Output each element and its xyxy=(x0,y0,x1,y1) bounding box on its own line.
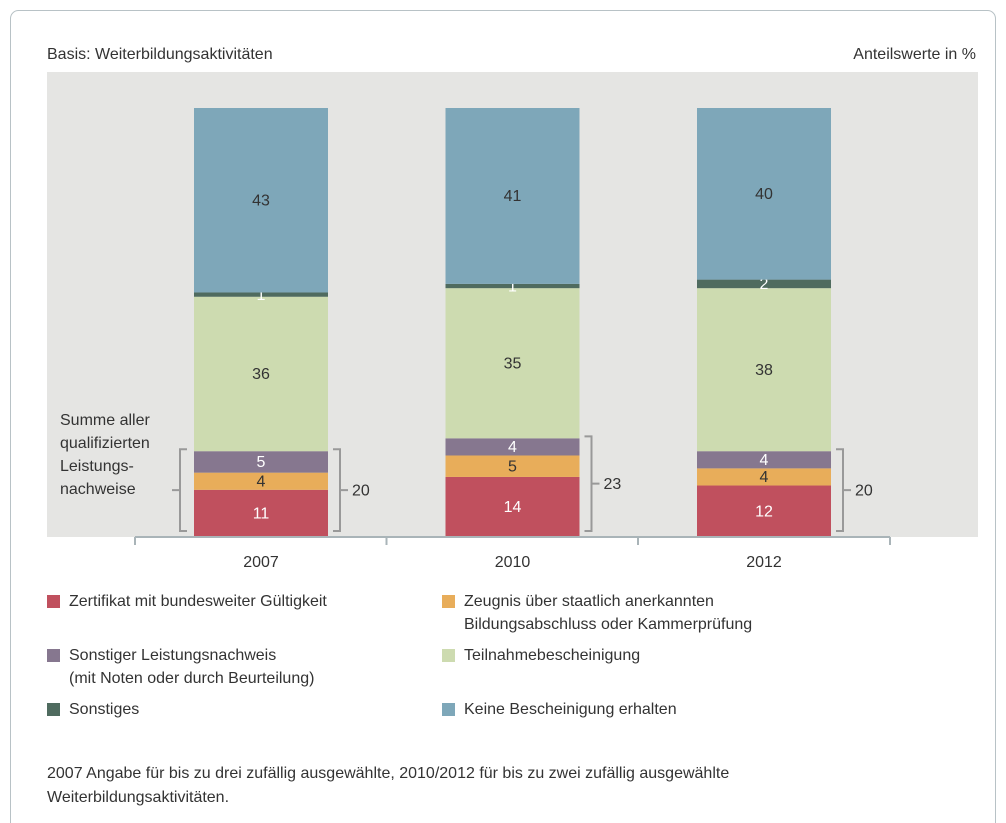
bracket-label: nachweise xyxy=(60,481,136,498)
legend-swatch xyxy=(442,703,455,716)
bracket-total: 20 xyxy=(352,482,370,499)
legend-swatch xyxy=(47,703,60,716)
segment-label: 40 xyxy=(755,186,773,203)
segment-label: 12 xyxy=(755,503,773,520)
bracket-label: Summe aller xyxy=(60,412,150,429)
segment-label: 4 xyxy=(760,452,769,469)
frame xyxy=(10,10,996,823)
bracket-total: 20 xyxy=(855,482,873,499)
bar-segment xyxy=(194,472,328,490)
x-tick-label: 2010 xyxy=(495,554,531,571)
unit-note: Anteilswerte in % xyxy=(853,46,976,63)
bar-segment xyxy=(697,468,831,486)
legend-swatch xyxy=(47,595,60,608)
bar-segment xyxy=(194,296,328,452)
legend-swatch xyxy=(442,649,455,662)
bar-segment xyxy=(445,283,580,289)
segment-label: 1 xyxy=(508,278,517,295)
segment-label: 11 xyxy=(253,506,270,523)
segment-label: 4 xyxy=(257,473,266,490)
legend: Zertifikat mit bundesweiter Gültigkeit Ze… xyxy=(47,590,947,721)
segment-label: 41 xyxy=(504,188,522,205)
bar-segment xyxy=(697,288,831,452)
bar-segment xyxy=(194,451,328,473)
legend-item: Sonstiges xyxy=(47,698,442,721)
legend-label: Zertifikat mit bundesweiter Gültigkeit xyxy=(69,593,327,610)
legend-label: Teilnahmebescheinigung xyxy=(464,647,641,664)
subtitle: Basis: Weiterbildungsaktivitäten xyxy=(47,46,273,63)
bracket-label: Leistungs- xyxy=(60,458,134,475)
bar-segment xyxy=(445,455,580,477)
legend-label: Sonstiges xyxy=(69,701,140,718)
segment-label: 2 xyxy=(760,276,769,293)
bar-segment xyxy=(445,476,580,537)
segment-label: 5 xyxy=(257,454,266,471)
segment-label: 14 xyxy=(504,499,522,516)
bar-segment xyxy=(697,279,831,289)
bracket xyxy=(836,448,851,532)
footnote: 2007 Angabe für bis zu drei zufällig aus… xyxy=(47,765,730,806)
legend-swatch xyxy=(442,595,455,608)
legend-item: Zertifikat mit bundesweiter Gültigkeit xyxy=(47,590,442,636)
bar-segment xyxy=(194,108,328,293)
bar-segment xyxy=(445,288,580,439)
bracket xyxy=(584,435,600,532)
bar-segment xyxy=(445,108,580,284)
legend-item: Sonstiger Leistungsnachweis (mit Noten o… xyxy=(47,644,442,690)
legend-label: Sonstiger Leistungsnachweis (mit Noten o… xyxy=(69,647,315,687)
bar-segment xyxy=(194,489,328,537)
x-tick-label: 2007 xyxy=(243,554,279,571)
legend-label: Zeugnis über staatlich anerkannten Bildu… xyxy=(464,593,753,633)
segment-label: 43 xyxy=(252,192,270,209)
segment-label: 1 xyxy=(257,287,266,304)
segment-label: 36 xyxy=(252,366,270,383)
legend-swatch xyxy=(47,649,60,662)
legend-label: Keine Bescheinigung erhalten xyxy=(464,701,677,718)
bracket-total: 23 xyxy=(604,476,622,493)
bar-segment xyxy=(697,108,831,280)
bracket xyxy=(333,448,348,532)
segment-label: 4 xyxy=(508,439,517,456)
bracket-label: qualifizierten xyxy=(60,435,150,452)
legend-item: Teilnahmebescheinigung xyxy=(442,644,922,690)
segment-label: 38 xyxy=(755,362,773,379)
legend-item: Keine Bescheinigung erhalten xyxy=(442,698,922,721)
x-tick-label: 2012 xyxy=(746,554,782,571)
segment-label: 5 xyxy=(508,458,517,475)
bar-segment xyxy=(194,292,328,297)
segment-label: 35 xyxy=(504,355,522,372)
bar-segment xyxy=(697,485,831,537)
bar-segment xyxy=(445,438,580,456)
legend-item: Zeugnis über staatlich anerkannten Bildu… xyxy=(442,590,922,636)
bracket xyxy=(172,448,187,532)
segment-label: 4 xyxy=(760,469,769,486)
bar-segment xyxy=(697,451,831,469)
